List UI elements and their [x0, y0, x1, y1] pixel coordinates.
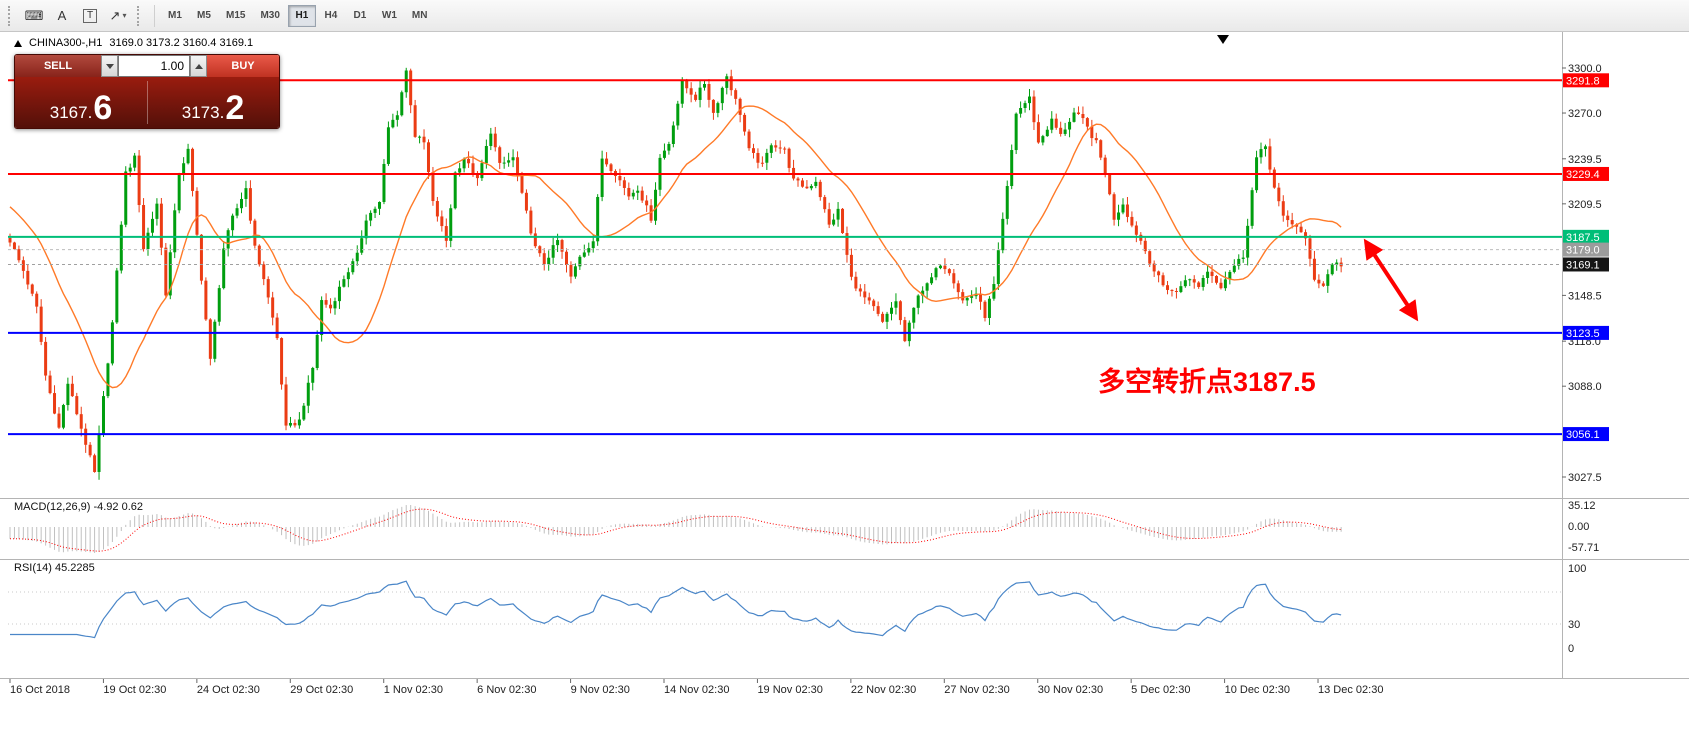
volume-decrease-button[interactable]	[101, 55, 118, 77]
tf-m1-button[interactable]: M1	[161, 5, 189, 27]
svg-text:29 Oct 02:30: 29 Oct 02:30	[290, 684, 353, 696]
volume-input[interactable]	[118, 55, 190, 77]
svg-text:22 Nov 02:30: 22 Nov 02:30	[851, 684, 916, 696]
svg-text:3239.5: 3239.5	[1568, 154, 1602, 166]
svg-text:27 Nov 02:30: 27 Nov 02:30	[944, 684, 1009, 696]
svg-text:3187.5: 3187.5	[1566, 232, 1600, 244]
tf-w1-button[interactable]: W1	[375, 5, 404, 27]
svg-text:3209.5: 3209.5	[1568, 199, 1602, 211]
text-a-glyph: A	[57, 8, 67, 23]
toolbar-grip-2[interactable]	[137, 5, 144, 26]
svg-text:-57.71: -57.71	[1568, 542, 1599, 554]
ask-price-big-digit: 2	[225, 89, 245, 128]
arrow-down-icon	[105, 63, 114, 69]
svg-text:35.12: 35.12	[1568, 500, 1596, 512]
tf-h1-button[interactable]: H1	[287, 4, 316, 27]
tf-h4-button[interactable]: H4	[317, 5, 345, 27]
svg-text:3179.0: 3179.0	[1566, 245, 1600, 257]
insert-text-icon[interactable]: A	[49, 4, 75, 28]
svg-text:3027.5: 3027.5	[1568, 472, 1602, 484]
svg-text:6 Nov 02:30: 6 Nov 02:30	[477, 684, 536, 696]
svg-text:16 Oct 2018: 16 Oct 2018	[10, 684, 70, 696]
price-divider	[147, 81, 148, 124]
svg-text:30: 30	[1568, 619, 1580, 631]
trend-annotation-text[interactable]: 多空转折点3187.5	[1098, 367, 1316, 397]
tf-m30-button[interactable]: M30	[253, 5, 286, 27]
toolbar: ⌨ A T ↗ ▾ M1 M5 M15 M30 H1 H4 D1 W1 MN	[0, 0, 1689, 32]
chart-marker-icon	[14, 39, 22, 47]
svg-text:13 Dec 02:30: 13 Dec 02:30	[1318, 684, 1383, 696]
svg-text:10 Dec 02:30: 10 Dec 02:30	[1225, 684, 1290, 696]
svg-text:0.00: 0.00	[1568, 521, 1589, 533]
svg-text:3291.8: 3291.8	[1566, 75, 1600, 87]
macd-indicator-label: MACD(12,26,9) -4.92 0.62	[14, 501, 144, 513]
sell-button[interactable]: SELL	[15, 55, 101, 77]
svg-text:3056.1: 3056.1	[1566, 429, 1600, 441]
bid-price-big-digit: 6	[93, 89, 113, 128]
svg-text:3270.0: 3270.0	[1568, 108, 1602, 120]
tf-m15-button[interactable]: M15	[219, 5, 252, 27]
svg-text:5 Dec 02:30: 5 Dec 02:30	[1131, 684, 1190, 696]
chart-title: CHINA300-,H1 3169.0 3173.2 3160.4 3169.1	[14, 37, 253, 49]
text-t-glyph: T	[82, 8, 98, 23]
svg-text:19 Nov 02:30: 19 Nov 02:30	[757, 684, 822, 696]
volume-increase-button[interactable]	[190, 55, 207, 77]
symbol-name: CHINA300-,H1	[29, 37, 103, 49]
svg-text:3148.5: 3148.5	[1568, 290, 1602, 302]
text-label-icon[interactable]: T	[77, 4, 103, 28]
ohlc-values: 3169.0 3173.2 3160.4 3169.1	[109, 37, 254, 49]
arrow-up-icon	[194, 63, 203, 69]
svg-text:14 Nov 02:30: 14 Nov 02:30	[664, 684, 729, 696]
toolbar-grip[interactable]	[8, 5, 15, 26]
toolbar-separator	[154, 4, 155, 27]
tf-d1-button[interactable]: D1	[346, 5, 374, 27]
trade-panel-controls: SELL BUY	[15, 55, 279, 77]
svg-text:100: 100	[1568, 563, 1586, 575]
svg-text:3229.4: 3229.4	[1566, 169, 1600, 181]
tf-mn-button[interactable]: MN	[405, 5, 435, 27]
tf-m5-button[interactable]: M5	[190, 5, 218, 27]
svg-text:0: 0	[1568, 643, 1574, 655]
ask-price[interactable]: 3173. 2	[147, 77, 279, 128]
svg-text:3088.0: 3088.0	[1568, 381, 1602, 393]
keyboard-glyph: ⌨	[24, 7, 44, 23]
svg-text:3300.0: 3300.0	[1568, 63, 1602, 75]
bid-price-main: 3167.	[49, 103, 93, 123]
ask-price-main: 3173.	[181, 103, 225, 123]
chevron-down-icon: ▾	[122, 11, 127, 20]
buy-button[interactable]: BUY	[207, 55, 279, 77]
svg-text:24 Oct 02:30: 24 Oct 02:30	[197, 684, 260, 696]
svg-text:9 Nov 02:30: 9 Nov 02:30	[571, 684, 630, 696]
svg-text:30 Nov 02:30: 30 Nov 02:30	[1038, 684, 1103, 696]
timeframe-buttons: M1 M5 M15 M30 H1 H4 D1 W1 MN	[161, 4, 435, 27]
svg-text:3123.5: 3123.5	[1566, 328, 1600, 340]
bid-price[interactable]: 3167. 6	[15, 77, 147, 128]
arrow-tools-dropdown[interactable]: ↗ ▾	[105, 4, 131, 28]
arrow-tool-glyph: ↗	[109, 7, 121, 23]
trade-panel-prices: 3167. 6 3173. 2	[15, 77, 279, 128]
keyboard-icon[interactable]: ⌨	[21, 4, 47, 28]
one-click-trading-panel: SELL BUY 3167. 6 3173. 2	[14, 54, 280, 129]
svg-text:3169.1: 3169.1	[1566, 259, 1600, 271]
svg-text:19 Oct 02:30: 19 Oct 02:30	[103, 684, 166, 696]
rsi-indicator-label: RSI(14) 45.2285	[14, 562, 95, 574]
svg-text:1 Nov 02:30: 1 Nov 02:30	[384, 684, 443, 696]
